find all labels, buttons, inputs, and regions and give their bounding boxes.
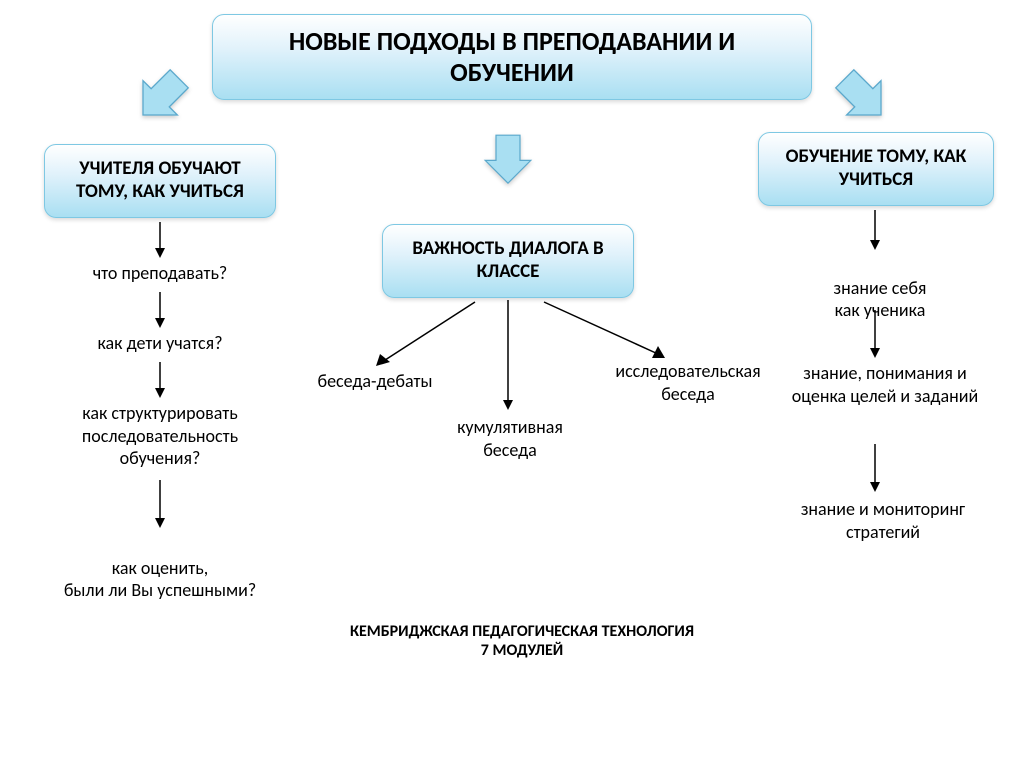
center-item: кумулятивная беседа: [430, 416, 590, 461]
center-item-text: кумулятивная беседа: [457, 416, 563, 461]
left-item-text: что преподавать?: [93, 262, 228, 284]
arrow-line: [540, 300, 670, 364]
arrow-line: [155, 222, 165, 258]
arrow-left-icon: [130, 64, 194, 128]
center-subbox-text: ВАЖНОСТЬ ДИАЛОГА В КЛАССЕ: [395, 238, 621, 284]
left-item: как дети учатся?: [60, 332, 260, 355]
arrow-line: [370, 300, 480, 374]
left-item: как оценить, были ли Вы успешными?: [60, 534, 260, 602]
right-item: знание, понимания и оценка целей и задан…: [780, 362, 990, 407]
center-item: беседа-дебаты: [290, 370, 460, 393]
arrow-line: [870, 310, 880, 358]
left-item-text: как дети учатся?: [97, 332, 222, 354]
arrow-line: [155, 292, 165, 328]
right-item-text: знание и мониторинг стратегий: [801, 498, 965, 543]
left-item-text: как структурировать последовательность о…: [82, 402, 238, 469]
footer-line: 7 МОДУЛЕЙ: [312, 641, 732, 660]
right-subbox: ОБУЧЕНИЕ ТОМУ, КАК УЧИТЬСЯ: [758, 132, 994, 206]
center-item: исследовательская беседа: [588, 360, 788, 405]
footer-line: КЕМБРИДЖСКАЯ ПЕДАГОГИЧЕСКАЯ ТЕХНОЛОГИЯ: [312, 622, 732, 641]
right-item: знание и мониторинг стратегий: [768, 498, 998, 543]
arrow-down-icon: [478, 128, 538, 188]
center-subbox: ВАЖНОСТЬ ДИАЛОГА В КЛАССЕ: [382, 224, 634, 298]
right-item-text: знание, понимания и оценка целей и задан…: [792, 362, 978, 407]
center-item-text: беседа-дебаты: [318, 370, 433, 392]
right-item: знание себя как ученика: [780, 254, 980, 322]
left-item-text: как оценить, были ли Вы успешными?: [64, 557, 256, 602]
left-item: как структурировать последовательность о…: [40, 402, 280, 470]
right-item-text: знание себя как ученика: [834, 277, 927, 322]
arrow-line: [155, 480, 165, 528]
arrow-right-icon: [830, 64, 894, 128]
arrow-line: [503, 300, 513, 410]
arrow-line: [870, 210, 880, 250]
left-item: что преподавать?: [60, 262, 260, 285]
title-box: НОВЫЕ ПОДХОДЫ В ПРЕПОДАВАНИИ И ОБУЧЕНИИ: [212, 14, 812, 100]
arrow-line: [155, 362, 165, 398]
title-text: НОВЫЕ ПОДХОДЫ В ПРЕПОДАВАНИИ И ОБУЧЕНИИ: [225, 26, 799, 88]
footer: КЕМБРИДЖСКАЯ ПЕДАГОГИЧЕСКАЯ ТЕХНОЛОГИЯ 7…: [312, 622, 732, 660]
arrow-line: [870, 444, 880, 492]
center-item-text: исследовательская беседа: [615, 360, 760, 405]
left-subbox-text: УЧИТЕЛЯ ОБУЧАЮТ ТОМУ, КАК УЧИТЬСЯ: [57, 158, 263, 204]
left-subbox: УЧИТЕЛЯ ОБУЧАЮТ ТОМУ, КАК УЧИТЬСЯ: [44, 144, 276, 218]
right-subbox-text: ОБУЧЕНИЕ ТОМУ, КАК УЧИТЬСЯ: [771, 146, 981, 192]
